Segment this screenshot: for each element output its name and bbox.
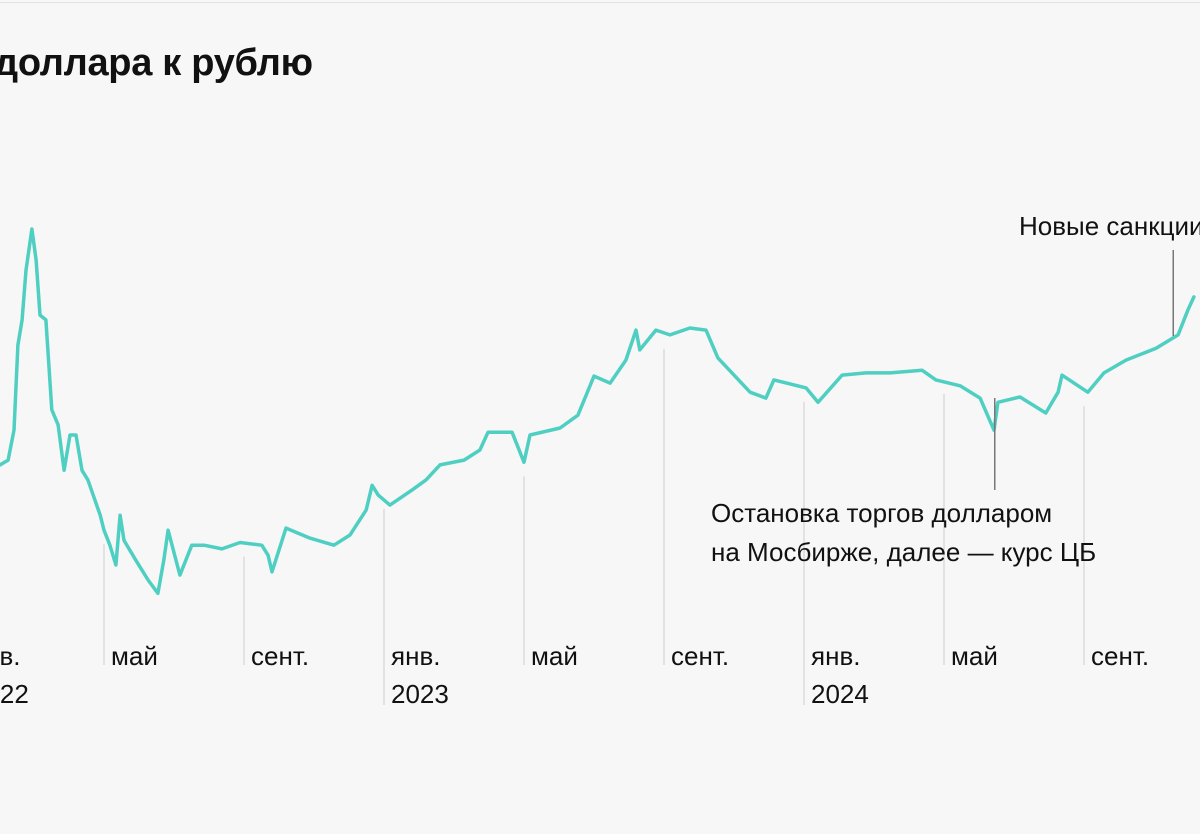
x-tick-label: май bbox=[111, 641, 158, 671]
x-tick-label: янв. bbox=[391, 641, 440, 671]
annotation-text-trading-halt: на Мосбирже, далее — курс ЦБ bbox=[711, 537, 1096, 567]
top-divider bbox=[0, 2, 1200, 3]
x-tick-label: сент. bbox=[671, 641, 729, 671]
chart-title: доллара к рублю bbox=[0, 42, 313, 84]
x-tick-label: сент. bbox=[1091, 641, 1149, 671]
x-tick-year-label: 2022 bbox=[0, 679, 29, 709]
x-tick-year-label: 2023 bbox=[391, 679, 449, 709]
x-tick-label: янв. bbox=[0, 641, 20, 671]
x-tick-label: сент. bbox=[251, 641, 309, 671]
x-tick-year-label: 2024 bbox=[811, 679, 869, 709]
annotation-text-new-sanctions: Новые санкции bbox=[1019, 211, 1200, 241]
x-tick-label: май bbox=[951, 641, 998, 671]
annotation-text-trading-halt: Остановка торгов долларом bbox=[711, 498, 1052, 528]
x-tick-label: май bbox=[531, 641, 578, 671]
x-tick-label: янв. bbox=[811, 641, 860, 671]
series-line-usd-rub bbox=[0, 227, 1196, 596]
